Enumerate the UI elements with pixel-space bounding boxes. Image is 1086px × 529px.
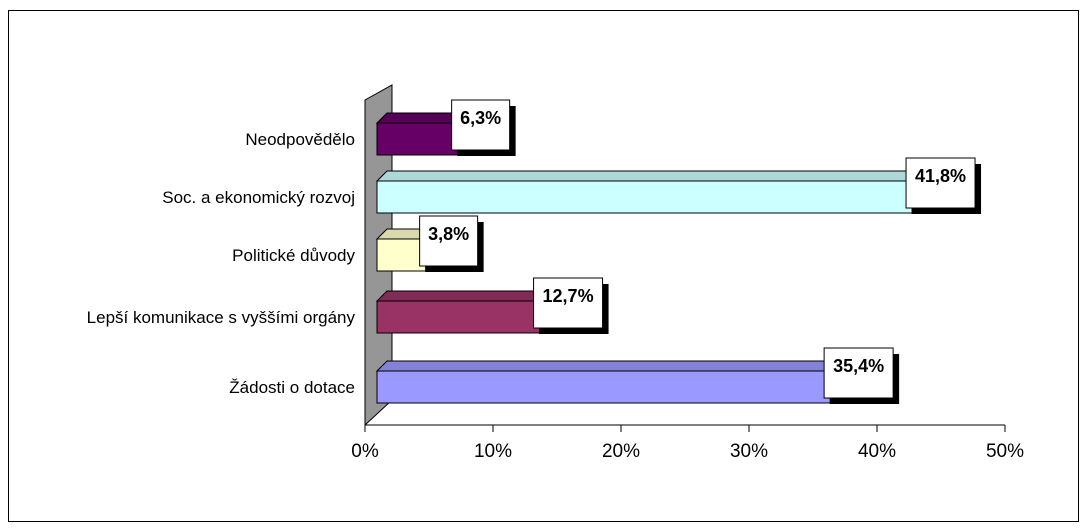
x-axis: 0% 10% 20% 30% 40% 50% xyxy=(351,424,1024,462)
x-tick-label: 10% xyxy=(474,441,512,462)
data-label-box xyxy=(419,215,479,267)
bar xyxy=(375,359,842,405)
data-label: 3,8% xyxy=(419,215,484,272)
bar xyxy=(375,169,924,215)
data-label-box xyxy=(533,277,604,329)
data-label: 12,7% xyxy=(533,277,609,334)
chart-frame xyxy=(8,10,1079,522)
data-label-text: 12,7% xyxy=(543,286,594,306)
bar xyxy=(375,111,469,157)
category-label: Neodpovědělo xyxy=(245,130,355,149)
data-label: 41,8% xyxy=(905,157,982,214)
x-tick-label: 30% xyxy=(730,441,768,462)
data-label-text: 6,3% xyxy=(460,108,501,128)
data-label-text: 35,4% xyxy=(833,356,884,376)
category-label: Žádosti o dotace xyxy=(229,378,355,397)
data-label-box xyxy=(905,157,976,209)
x-tick-label: 20% xyxy=(602,441,640,462)
data-label: 6,3% xyxy=(451,99,516,156)
category-labels: Neodpovědělo Soc. a ekonomický rozvoj Poli… xyxy=(87,130,356,397)
data-labels: 6,3% 41,8% 3,8% 12,7% 35,4% xyxy=(419,99,982,404)
data-label-text: 3,8% xyxy=(428,224,469,244)
bar-top-face xyxy=(375,360,842,372)
bar-front-face xyxy=(376,370,831,404)
x-tick-label: 50% xyxy=(986,441,1024,462)
bar-front-face xyxy=(376,180,913,214)
category-label: Lepší komunikace s vyššími orgány xyxy=(87,308,356,327)
data-label-box xyxy=(451,99,511,151)
bar-top-face xyxy=(375,290,551,302)
category-label: Politické důvody xyxy=(232,246,355,265)
data-label-box xyxy=(823,347,894,399)
bar-front-face xyxy=(376,238,427,272)
x-tick-label: 40% xyxy=(858,441,896,462)
category-label: Soc. a ekonomický rozvoj xyxy=(162,188,355,207)
x-tick-label: 0% xyxy=(351,441,379,462)
bar-front-face xyxy=(376,300,541,334)
bar-front-face xyxy=(376,122,459,156)
data-label: 35,4% xyxy=(823,347,900,404)
data-label-text: 41,8% xyxy=(915,166,966,186)
bar xyxy=(375,289,551,335)
bars xyxy=(375,111,924,405)
bar-top-face xyxy=(375,170,924,182)
